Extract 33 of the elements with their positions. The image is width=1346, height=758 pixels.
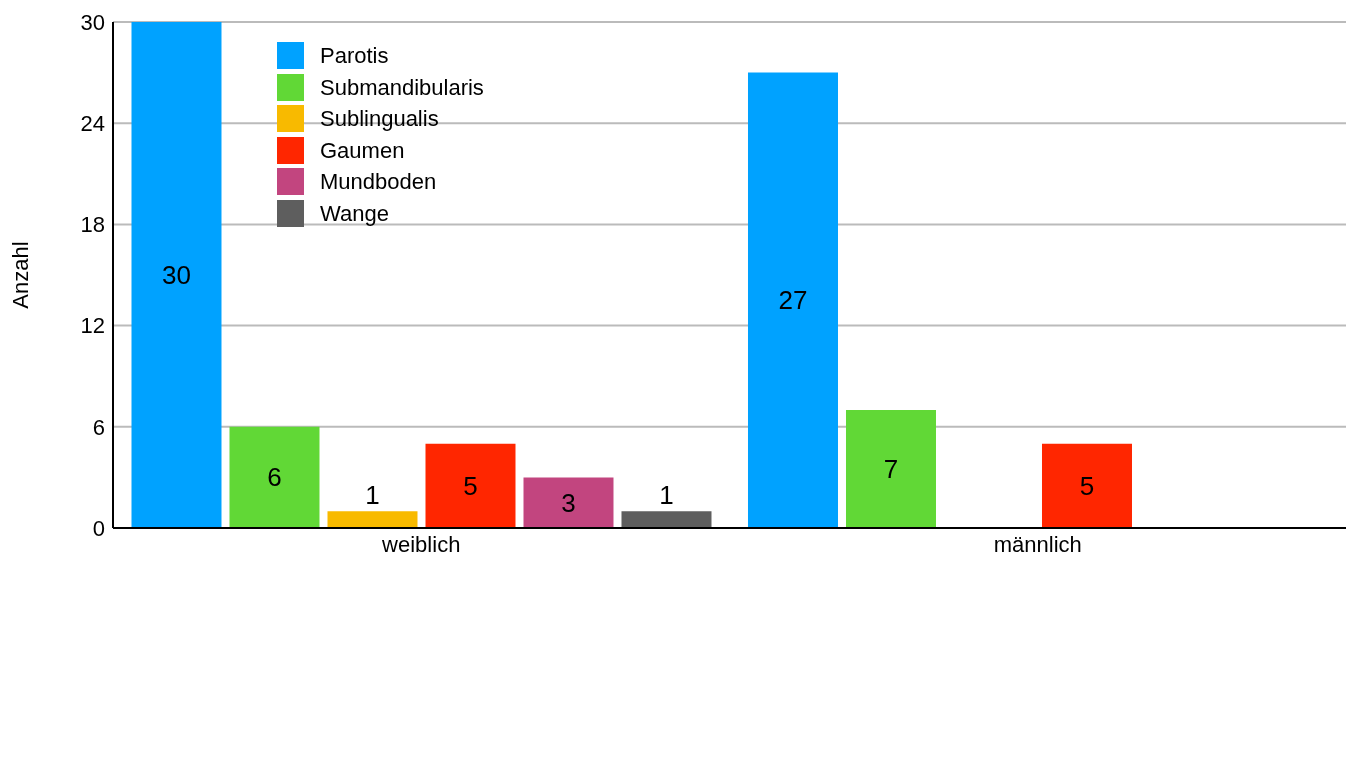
x-tick-label: weiblich [381,531,461,557]
data-label: 27 [778,285,808,316]
y-tick-label: 0 [92,515,105,541]
legend-label: Gaumen [320,136,405,165]
data-label: 5 [463,470,478,501]
y-tick-label: 24 [80,111,105,137]
bar [327,511,418,528]
legend-label: Parotis [320,42,389,70]
legend-label: Wange [320,199,389,228]
y-tick-label: 6 [92,414,105,440]
bar [621,511,712,528]
bar [425,443,516,528]
data-label: 1 [365,480,380,511]
bar [846,409,936,528]
bar [229,426,320,528]
bar [131,22,222,528]
y-tick-label: 12 [80,313,105,339]
data-label: 3 [561,487,576,518]
data-label: 30 [162,260,191,290]
legend-label: Mundboden [320,168,437,196]
x-tick-label: männlich [993,531,1082,557]
data-label: 6 [267,462,282,493]
data-label: 7 [883,453,899,484]
legend-label: Sublingualis [320,105,439,133]
y-tick-label: 18 [80,212,105,238]
y-axis-title: Anzahl [8,241,33,309]
y-tick-label: 30 [80,9,105,35]
data-label: 1 [659,480,674,511]
legend-label: Submandibularis [320,73,484,102]
bar [748,72,838,528]
data-label: 5 [1079,470,1095,501]
bar [1041,443,1132,528]
bar [523,477,614,528]
